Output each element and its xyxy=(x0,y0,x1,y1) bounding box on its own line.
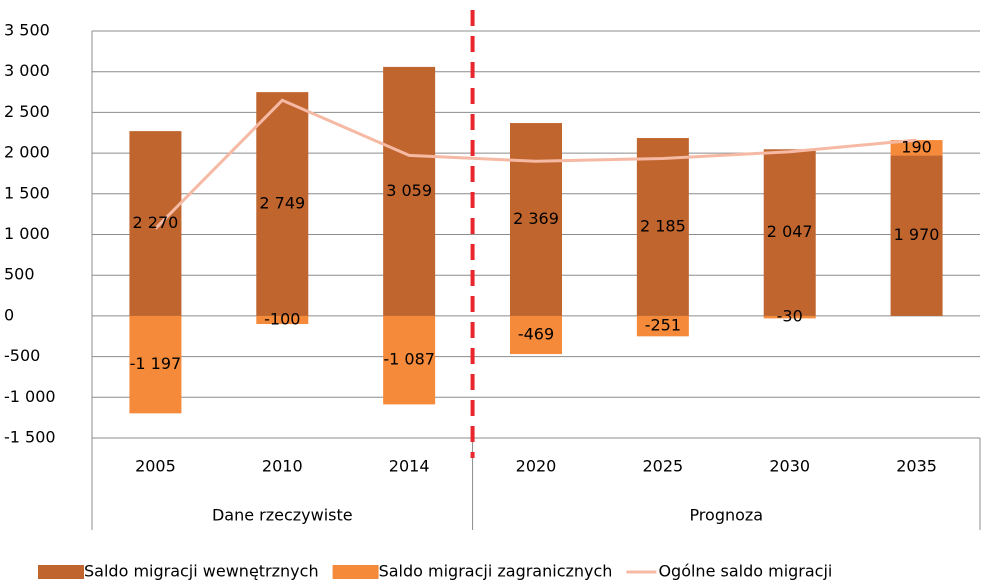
data-label: 2 749 xyxy=(259,194,305,213)
data-label: -1 087 xyxy=(383,350,435,369)
bar xyxy=(256,92,309,316)
y-tick-label: 500 xyxy=(4,265,35,284)
legend-swatch xyxy=(38,565,84,579)
x-tick-label: 2035 xyxy=(896,457,937,476)
bar xyxy=(636,315,689,337)
bar xyxy=(763,315,816,319)
bar xyxy=(129,315,182,414)
group-label: Dane rzeczywiste xyxy=(212,506,353,525)
data-label: 190 xyxy=(901,137,932,156)
data-label: -1 197 xyxy=(130,354,182,373)
bar xyxy=(256,315,309,325)
line xyxy=(154,98,917,230)
data-label: 2 369 xyxy=(513,209,559,228)
y-tick-label: -1 000 xyxy=(4,387,56,406)
y-tick-label: -500 xyxy=(4,346,40,365)
y-tick-label: 1 000 xyxy=(4,224,50,243)
bar xyxy=(636,138,689,316)
data-label: 2 047 xyxy=(767,222,813,241)
x-tick-label: 2014 xyxy=(389,457,430,476)
y-tick-label: 0 xyxy=(4,305,14,324)
legend-swatch xyxy=(332,565,379,579)
data-label: 2 185 xyxy=(640,216,686,235)
x-tick-label: 2005 xyxy=(135,457,176,476)
bar xyxy=(890,155,943,316)
bar xyxy=(890,140,943,156)
bar xyxy=(383,315,436,405)
legend-label: Saldo migracji wewnętrznych xyxy=(84,562,319,581)
bar xyxy=(383,66,436,316)
x-tick-label: 2010 xyxy=(262,457,303,476)
y-tick-label: 2 500 xyxy=(4,102,50,121)
y-tick-label: -1 500 xyxy=(4,428,56,447)
bar xyxy=(129,131,182,316)
data-label: -469 xyxy=(518,324,554,343)
x-tick-label: 2025 xyxy=(642,457,683,476)
x-tick-label: 2020 xyxy=(516,457,557,476)
y-tick-label: 3 000 xyxy=(4,61,50,80)
data-label: -251 xyxy=(645,316,681,335)
data-label: 1 970 xyxy=(894,225,940,244)
legend-label: Ogólne saldo migracji xyxy=(658,562,832,581)
data-label: -100 xyxy=(264,309,300,328)
y-tick-label: 2 000 xyxy=(4,143,50,162)
bar xyxy=(763,149,816,316)
data-label: 2 270 xyxy=(133,213,179,232)
legend-label: Saldo migracji zagranicznych xyxy=(379,562,613,581)
y-tick-label: 1 500 xyxy=(4,183,50,202)
bar xyxy=(510,123,562,316)
group-label: Prognoza xyxy=(689,506,763,525)
bar xyxy=(510,315,562,355)
data-label: 3 059 xyxy=(386,181,432,200)
y-tick-label: 3 500 xyxy=(4,21,50,40)
data-label: -30 xyxy=(777,307,803,326)
x-tick-label: 2030 xyxy=(769,457,810,476)
